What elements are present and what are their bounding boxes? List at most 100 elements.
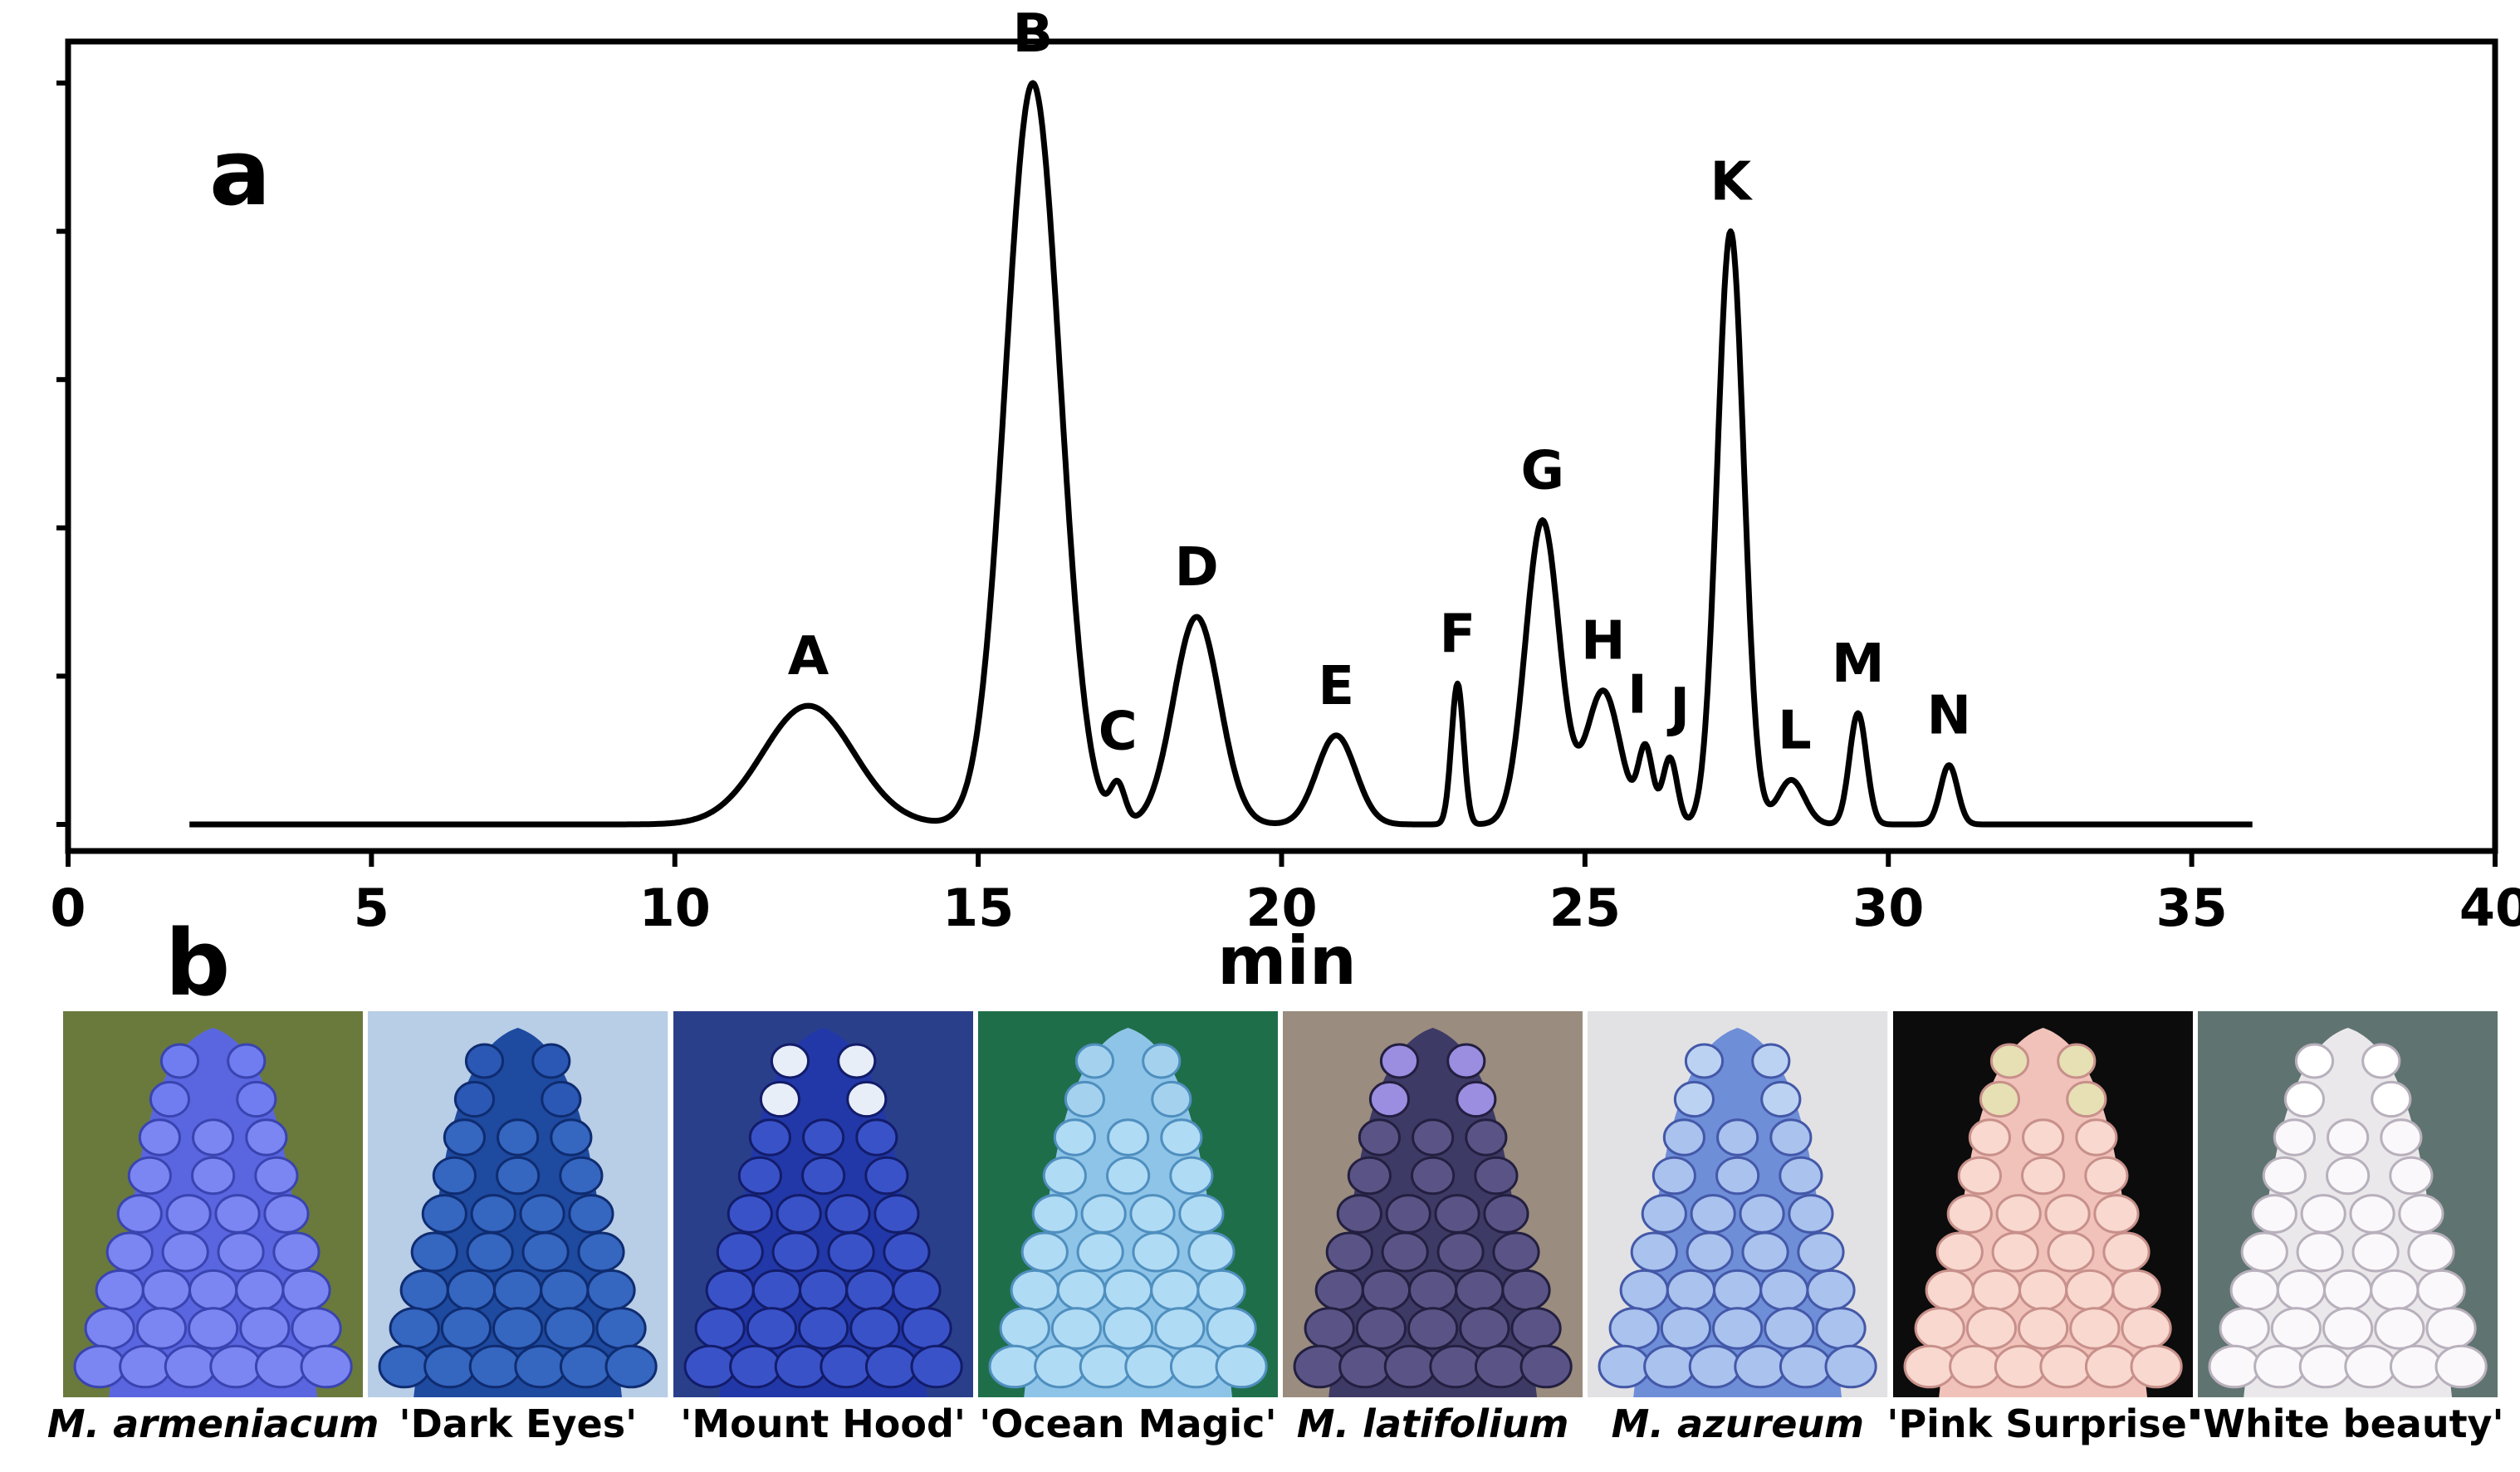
floret (239, 1307, 291, 1350)
floret (209, 1344, 262, 1389)
floret (2111, 1269, 2161, 1312)
floret (272, 1231, 321, 1273)
floret (1124, 1344, 1177, 1389)
floret (161, 1231, 209, 1273)
floret (159, 1043, 200, 1079)
floret (149, 1080, 191, 1118)
floret (1358, 1118, 1401, 1157)
floret (465, 1043, 505, 1079)
floret (2262, 1156, 2307, 1196)
floret (559, 1156, 604, 1196)
floret (2084, 1344, 2137, 1389)
floret (2017, 1307, 2068, 1350)
floret (776, 1194, 822, 1234)
floret (95, 1269, 144, 1312)
floret (1510, 1307, 1562, 1350)
floret (1446, 1043, 1486, 1079)
floret (1064, 1080, 1105, 1118)
floret (1991, 1231, 2039, 1273)
floret (801, 1118, 844, 1157)
floret (236, 1080, 277, 1118)
floret (819, 1344, 873, 1389)
floret (254, 1344, 308, 1389)
floret (454, 1080, 496, 1118)
floret (1663, 1118, 1706, 1157)
floret (2407, 1231, 2455, 1273)
floret (1661, 1307, 1712, 1350)
x-tick-label: 15 (942, 878, 1014, 938)
floret (541, 1080, 582, 1118)
floret (389, 1307, 441, 1350)
floret (1033, 1344, 1087, 1389)
floret (1948, 1344, 2001, 1389)
floret (1459, 1307, 1510, 1350)
floret (1383, 1344, 1436, 1389)
peak-label-L: L (1778, 700, 1812, 761)
floret (1304, 1307, 1355, 1350)
floret (683, 1344, 736, 1389)
floret (1338, 1344, 1392, 1389)
x-tick-label: 30 (1852, 878, 1924, 938)
floret (798, 1269, 848, 1312)
x-tick-label: 5 (354, 878, 389, 938)
floret (1031, 1194, 1078, 1234)
floret (531, 1043, 571, 1079)
floret (2322, 1269, 2372, 1312)
peak-label-D: D (1175, 537, 1219, 599)
floret (1788, 1194, 1834, 1234)
plot-frame (65, 38, 2498, 854)
floret (470, 1194, 517, 1234)
floret (1764, 1307, 1815, 1350)
floret (1020, 1231, 1069, 1273)
floret (1010, 1269, 1059, 1312)
x-tick-label: 10 (639, 878, 711, 938)
floret (468, 1344, 522, 1389)
floret (2083, 1156, 2128, 1196)
floret (245, 1118, 288, 1157)
floret (1080, 1194, 1127, 1234)
floret (586, 1269, 636, 1312)
floret (2219, 1307, 2270, 1350)
peak-labels: A B C D E F G HI J K LMN (788, 3, 1971, 763)
floret (1456, 1080, 1497, 1118)
floret (1971, 1269, 2021, 1312)
floret (1196, 1269, 1246, 1312)
floret (191, 1156, 236, 1196)
floret (1674, 1080, 1715, 1118)
floret (1056, 1269, 1106, 1312)
floret (164, 1344, 217, 1389)
floret (1501, 1269, 1551, 1312)
floret (705, 1269, 755, 1312)
chromatogram-chart: 0 5 10 15 20 25 30 35 40 A B C D E F G HI J K LMN a min b (50, 3, 2520, 1005)
floret (2370, 1080, 2412, 1118)
floret (105, 1231, 154, 1273)
floret (999, 1307, 1050, 1350)
cultivar-photo-strip (63, 1011, 2498, 1397)
floret (759, 1080, 800, 1118)
floret (1914, 1307, 1965, 1350)
floret (2416, 1269, 2466, 1312)
floret (797, 1307, 849, 1350)
floret (2361, 1043, 2401, 1079)
floret (519, 1194, 565, 1234)
floret (2046, 1231, 2095, 1273)
floret (1407, 1307, 1459, 1350)
cultivar-photo (673, 1011, 973, 1397)
floret (2043, 1194, 2091, 1234)
floret (836, 1043, 876, 1079)
floret (694, 1307, 746, 1350)
floret (492, 1307, 544, 1350)
floret (423, 1344, 477, 1389)
floret (1141, 1043, 1182, 1079)
floret (217, 1231, 265, 1273)
floret (1149, 1269, 1200, 1312)
floret (1132, 1231, 1180, 1273)
floret (1935, 1231, 1984, 1273)
floret (540, 1269, 590, 1312)
floret (1474, 1156, 1519, 1196)
floret (263, 1194, 310, 1234)
floret (2240, 1231, 2288, 1273)
floret (1474, 1344, 1528, 1389)
floret (135, 1307, 188, 1350)
floret (1957, 1156, 2002, 1196)
